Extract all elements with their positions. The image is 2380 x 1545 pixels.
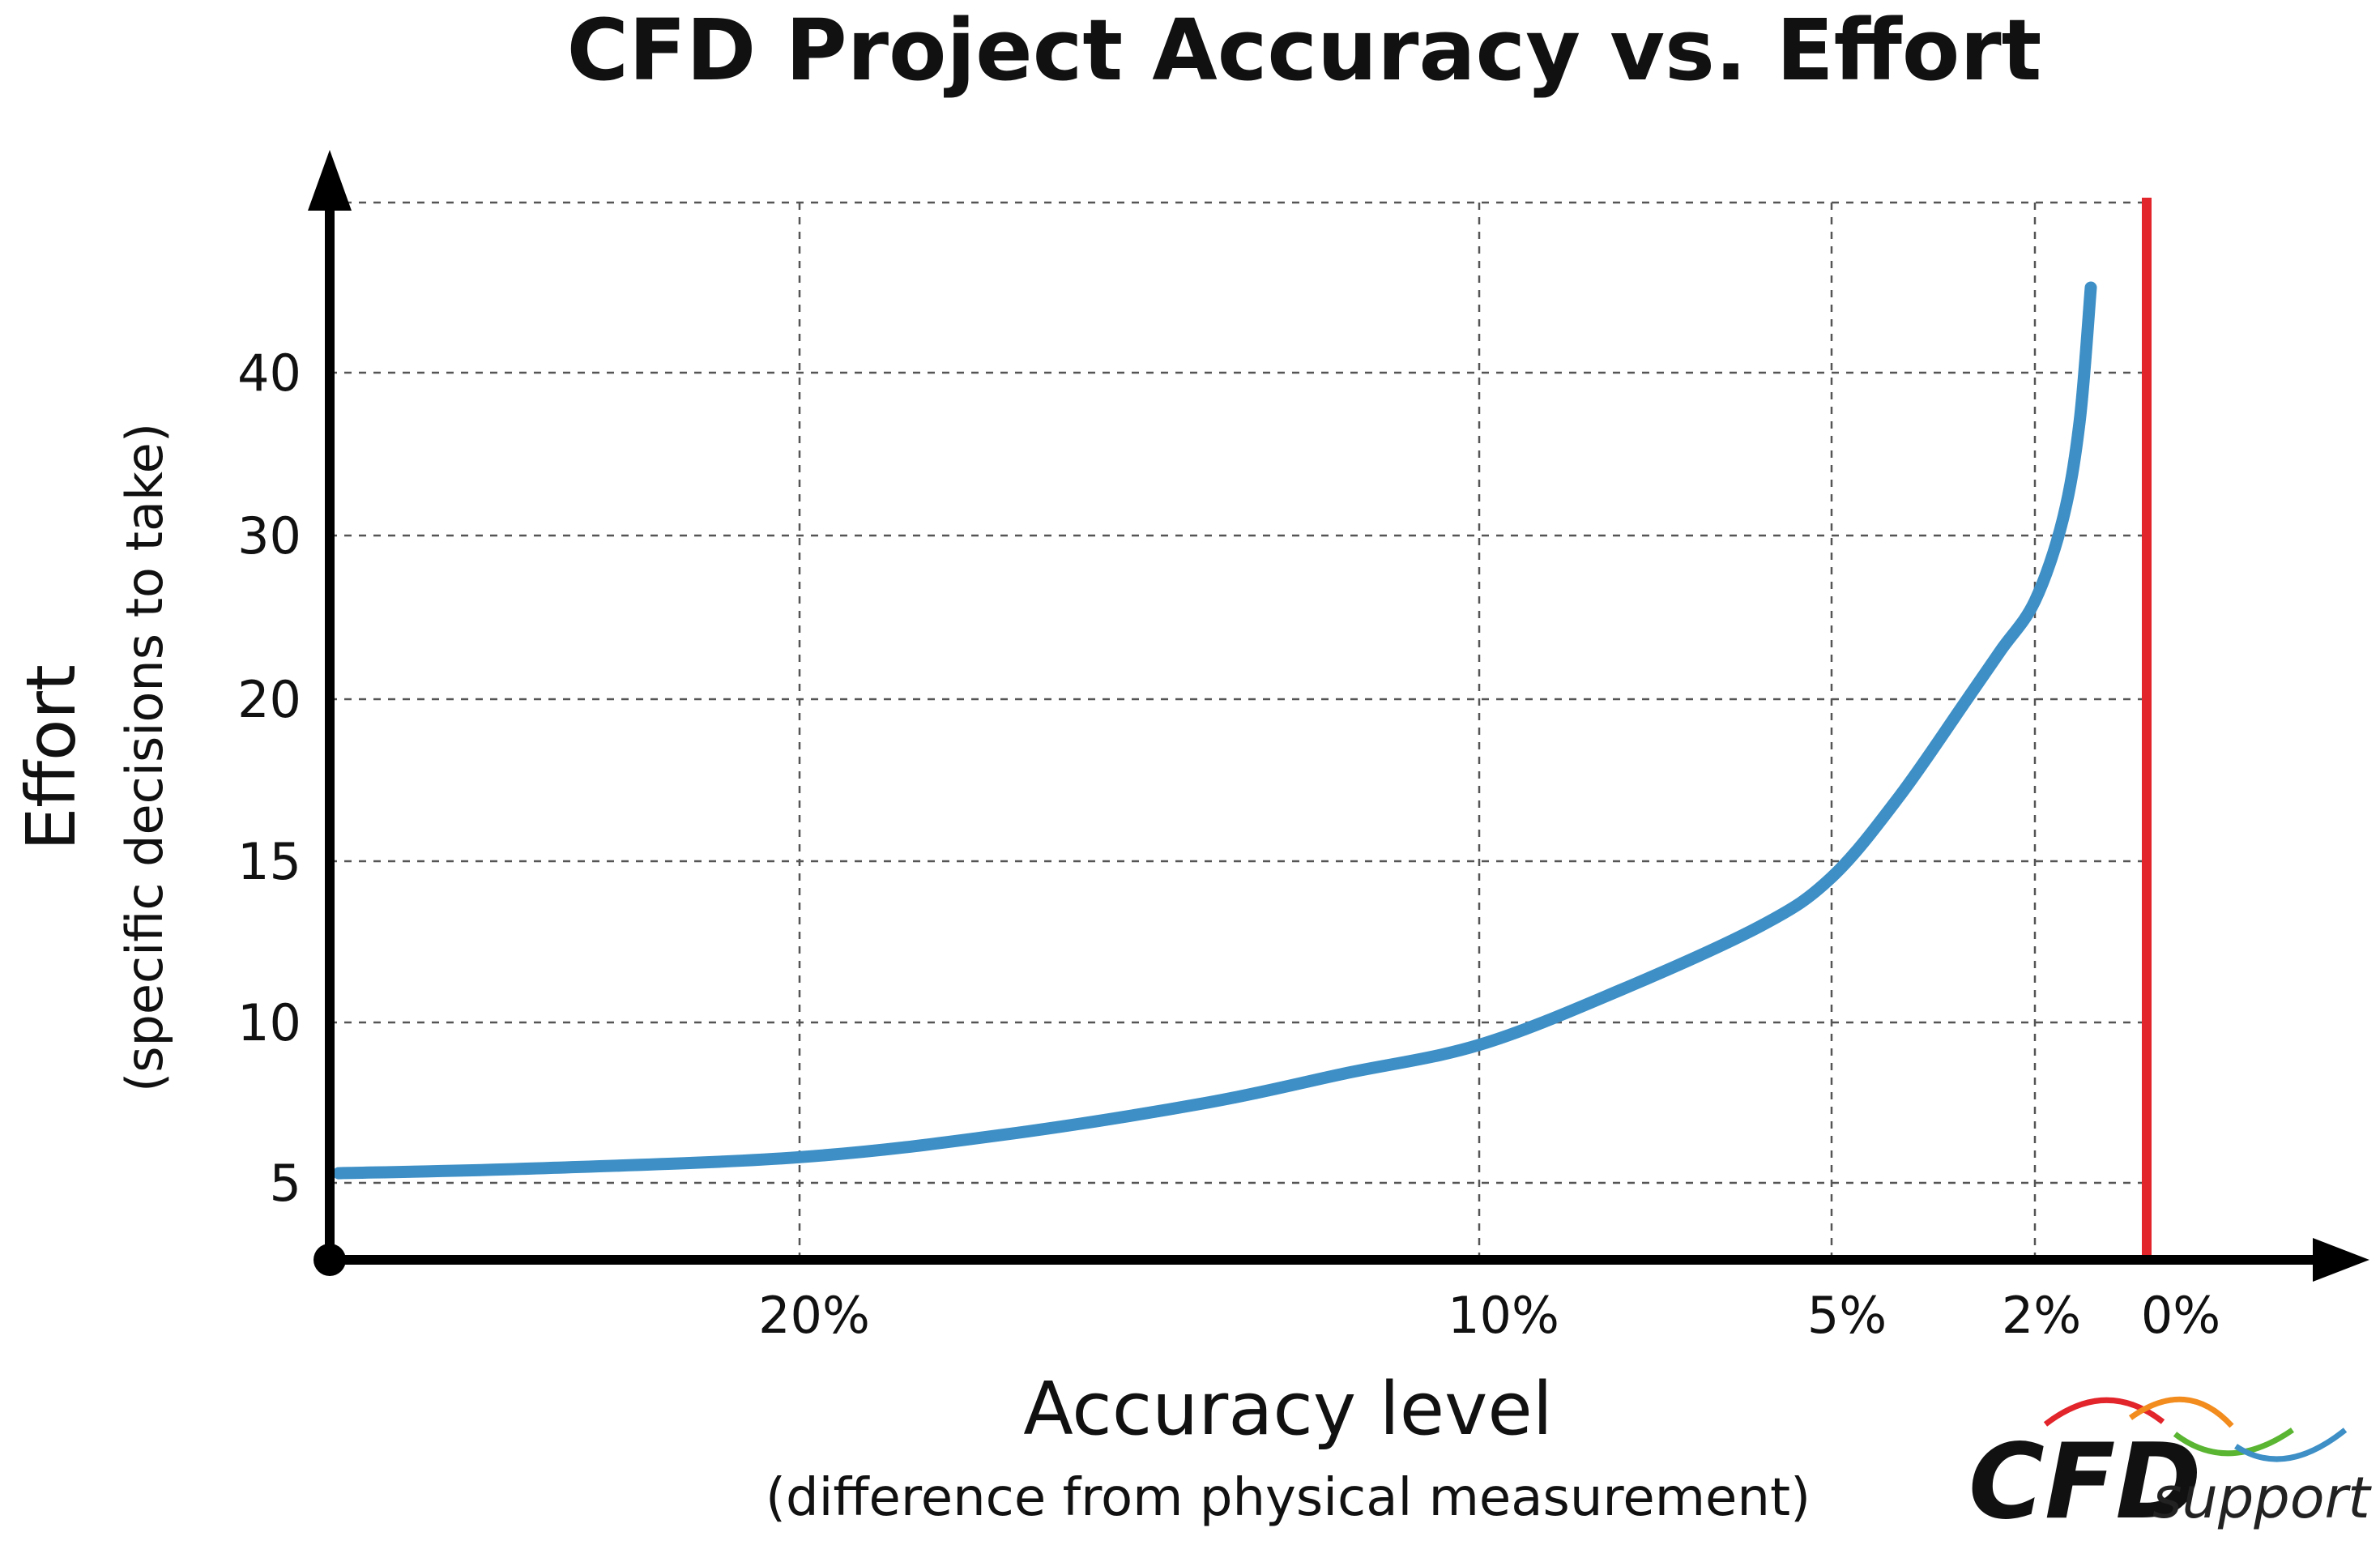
- y-tick-label: 15: [237, 832, 301, 891]
- chart-title: CFD Project Accuracy vs. Effort: [567, 1, 2042, 100]
- y-tick-labels: 5 10 15 20 30 40: [237, 344, 301, 1213]
- logo-arrow-blue: [2234, 1428, 2348, 1462]
- y-axis-arrowhead: [308, 150, 352, 211]
- y-axis-label: Effort: [11, 664, 91, 851]
- x-tick-label: 0%: [2141, 1286, 2220, 1345]
- x-axis-arrowhead: [2313, 1238, 2369, 1282]
- y-tick-label: 30: [237, 506, 301, 566]
- axis-origin-dot: [313, 1244, 346, 1276]
- y-tick-label: 20: [237, 670, 301, 729]
- logo-arrow-red: [2043, 1397, 2165, 1427]
- y-axis-sublabel: (specific decisions to take): [115, 423, 174, 1092]
- x-tick-label: 10%: [1448, 1286, 1559, 1345]
- grid: [330, 201, 2147, 1260]
- x-tick-label: 2%: [2002, 1286, 2081, 1345]
- logo-support-text: support: [2152, 1465, 2372, 1531]
- logo-cfd-text: CFD: [1968, 1422, 2202, 1542]
- series-layer: [332, 281, 2097, 1180]
- x-axis-label: Accuracy level: [1023, 1367, 1553, 1452]
- x-axis-sublabel: (difference from physical measurement): [766, 1468, 1811, 1528]
- series-line-effort: [332, 281, 2097, 1180]
- y-tick-label: 10: [237, 993, 301, 1052]
- logo-arrow-orange: [2128, 1396, 2234, 1428]
- logo-arrow-green: [2173, 1428, 2294, 1457]
- x-tick-label: 5%: [1807, 1286, 1887, 1345]
- x-tick-label: 20%: [758, 1286, 870, 1345]
- x-tick-labels: 20% 10% 5% 2% 0%: [758, 1286, 2220, 1345]
- y-tick-label: 40: [237, 344, 301, 403]
- cfdsupport-logo: CFD support: [1968, 1396, 2372, 1543]
- y-tick-label: 5: [270, 1154, 301, 1213]
